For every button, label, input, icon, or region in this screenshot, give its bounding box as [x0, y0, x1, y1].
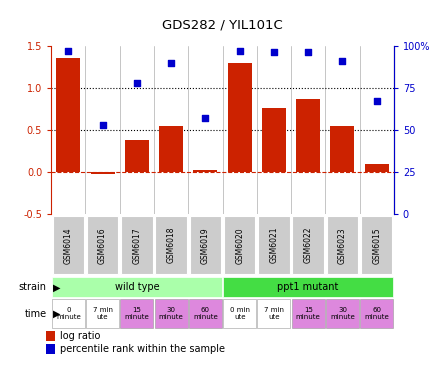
- Point: [168, 60, 175, 66]
- Bar: [52, 299, 85, 328]
- Bar: [296, 99, 320, 172]
- Text: GSM6020: GSM6020: [235, 227, 244, 264]
- Bar: [189, 299, 222, 328]
- Bar: [365, 164, 388, 172]
- Text: GSM6016: GSM6016: [98, 227, 107, 264]
- Point: [305, 49, 312, 55]
- Text: ppt1 mutant: ppt1 mutant: [278, 282, 339, 292]
- Point: [202, 115, 209, 121]
- Bar: [53, 216, 84, 274]
- Bar: [361, 216, 392, 274]
- Text: strain: strain: [19, 282, 47, 292]
- Text: GSM6018: GSM6018: [166, 227, 176, 264]
- Text: 0
minute: 0 minute: [56, 307, 81, 320]
- Bar: [46, 344, 55, 354]
- Text: GSM6014: GSM6014: [64, 227, 73, 264]
- Text: percentile rank within the sample: percentile rank within the sample: [61, 344, 225, 354]
- Bar: [327, 216, 358, 274]
- Bar: [258, 299, 290, 328]
- Bar: [223, 299, 256, 328]
- Bar: [86, 299, 119, 328]
- Point: [134, 80, 141, 86]
- Bar: [360, 299, 393, 328]
- Bar: [87, 216, 118, 274]
- Bar: [224, 216, 255, 274]
- Bar: [121, 299, 153, 328]
- Text: wild type: wild type: [114, 282, 159, 292]
- Text: 30
minute: 30 minute: [159, 307, 183, 320]
- Bar: [155, 216, 187, 274]
- Point: [271, 49, 278, 55]
- Bar: [292, 216, 324, 274]
- Text: GDS282 / YIL101C: GDS282 / YIL101C: [162, 18, 283, 31]
- Text: 15
minute: 15 minute: [125, 307, 149, 320]
- Bar: [91, 172, 114, 174]
- Point: [339, 58, 346, 64]
- Text: log ratio: log ratio: [61, 331, 101, 341]
- Bar: [57, 58, 80, 172]
- Text: ▶: ▶: [53, 309, 61, 319]
- Bar: [46, 331, 55, 341]
- Text: GSM6017: GSM6017: [132, 227, 142, 264]
- Text: 60
minute: 60 minute: [193, 307, 218, 320]
- Bar: [190, 216, 221, 274]
- Bar: [121, 216, 153, 274]
- Bar: [228, 63, 251, 172]
- Text: 60
minute: 60 minute: [364, 307, 389, 320]
- Text: ▶: ▶: [53, 282, 61, 292]
- Text: 7 min
ute: 7 min ute: [264, 307, 284, 320]
- Text: GSM6015: GSM6015: [372, 227, 381, 264]
- Point: [373, 98, 380, 104]
- Text: GSM6021: GSM6021: [269, 227, 279, 264]
- Text: time: time: [24, 309, 47, 319]
- Bar: [159, 126, 183, 172]
- Point: [99, 122, 106, 128]
- Bar: [262, 108, 286, 172]
- Text: 30
minute: 30 minute: [330, 307, 355, 320]
- Bar: [223, 277, 393, 298]
- Text: GSM6019: GSM6019: [201, 227, 210, 264]
- Bar: [155, 299, 187, 328]
- Text: GSM6022: GSM6022: [303, 227, 313, 264]
- Bar: [125, 140, 149, 172]
- Bar: [258, 216, 290, 274]
- Bar: [52, 277, 222, 298]
- Bar: [292, 299, 324, 328]
- Point: [236, 48, 243, 54]
- Text: 7 min
ute: 7 min ute: [93, 307, 113, 320]
- Bar: [194, 170, 217, 172]
- Bar: [331, 126, 354, 172]
- Text: GSM6023: GSM6023: [338, 227, 347, 264]
- Point: [65, 48, 72, 54]
- Text: 15
minute: 15 minute: [296, 307, 320, 320]
- Bar: [326, 299, 359, 328]
- Text: 0 min
ute: 0 min ute: [230, 307, 250, 320]
